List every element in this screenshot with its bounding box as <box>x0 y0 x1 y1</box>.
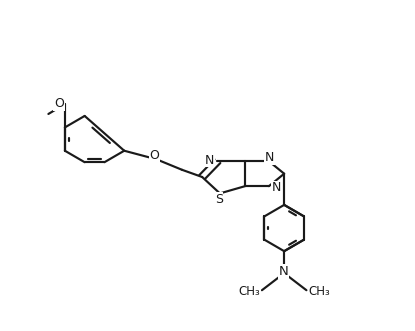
Text: O: O <box>149 149 159 162</box>
Text: N: N <box>205 154 214 167</box>
Text: O: O <box>54 97 64 110</box>
Text: N: N <box>278 265 288 278</box>
Text: CH₃: CH₃ <box>238 285 260 298</box>
Text: CH₃: CH₃ <box>308 285 330 298</box>
Text: N: N <box>265 152 274 165</box>
Text: S: S <box>215 193 222 206</box>
Text: N: N <box>272 181 281 194</box>
